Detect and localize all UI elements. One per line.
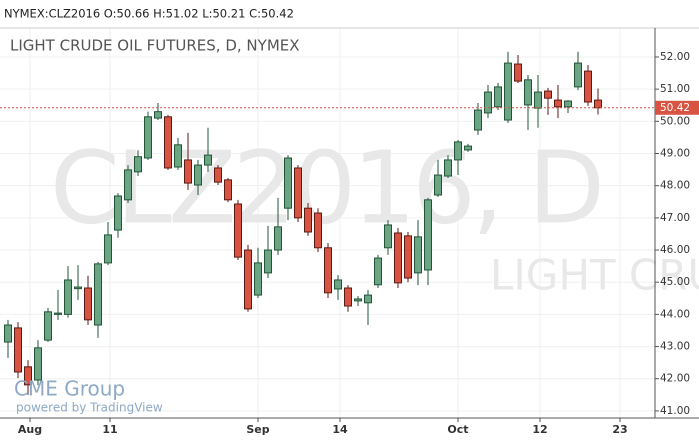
candle-body: [424, 199, 432, 271]
candle-body: [544, 90, 552, 99]
candle-body: [34, 347, 42, 381]
candle-body: [504, 62, 512, 121]
x-tick-label: 11: [102, 423, 117, 436]
candle-body: [414, 236, 422, 274]
y-tick-label: 43.00: [660, 341, 690, 353]
y-tick-label: 46.00: [660, 244, 690, 256]
logo: CME Group: [14, 377, 125, 401]
candle-body: [264, 249, 272, 274]
candle-body: [464, 145, 472, 151]
watermark-sub: LIGHT CRUDE: [490, 251, 699, 300]
y-tick-label: 48.00: [660, 180, 690, 192]
candle-body: [334, 279, 342, 290]
candle-body: [94, 263, 102, 326]
header: NYMEX:CLZ2016 O:50.66 H:51.02 L:50.21 C:…: [4, 7, 294, 21]
y-tick-label: 49.00: [660, 147, 690, 159]
candle-body: [364, 294, 372, 304]
last-price-label: 50.42: [660, 102, 690, 114]
candle-body: [324, 247, 332, 294]
candle-body: [254, 262, 262, 296]
candle-body: [284, 157, 292, 209]
x-tick-label: Sep: [246, 423, 269, 436]
y-tick-label: 51.00: [660, 83, 690, 95]
candle-body: [344, 287, 352, 307]
candle-body: [174, 144, 182, 168]
y-tick-label: 45.00: [660, 276, 690, 288]
candle-body: [244, 249, 252, 310]
candle-body: [104, 234, 112, 264]
candle-body: [154, 111, 162, 119]
powered-by: powered by TradingView: [16, 401, 163, 415]
candle-body: [314, 212, 322, 249]
candle-body: [574, 62, 582, 88]
candle-body: [524, 79, 532, 106]
chart-title: LIGHT CRUDE OIL FUTURES, D, NYMEX: [10, 37, 300, 55]
candle-body: [14, 327, 22, 373]
candle-body: [194, 164, 202, 186]
y-tick-label: 47.00: [660, 212, 690, 224]
y-tick-label: 52.00: [660, 51, 690, 63]
candle-body: [564, 100, 572, 108]
candle-body: [44, 311, 52, 341]
candle-body: [114, 195, 122, 231]
candle-body: [514, 63, 522, 82]
candle-body: [404, 235, 412, 279]
x-tick-label: 14: [332, 423, 348, 436]
candle-body: [394, 232, 402, 284]
x-tick-label: 12: [532, 423, 547, 436]
candle-body: [484, 91, 492, 114]
candle-body: [204, 154, 212, 166]
candle-body: [84, 287, 92, 321]
candle-body: [434, 174, 442, 196]
x-tick-label: 23: [612, 423, 627, 436]
y-tick-label: 42.00: [660, 373, 690, 385]
y-tick-label: 50.00: [660, 115, 690, 127]
candle-body: [164, 116, 172, 169]
candle-body: [584, 70, 592, 103]
candle-body: [474, 109, 482, 131]
candle-body: [214, 167, 222, 183]
candle-body: [24, 366, 32, 386]
header-bar: [0, 0, 699, 28]
candle-body: [74, 286, 82, 290]
candle-body: [304, 207, 312, 233]
last-price-box: [655, 100, 699, 115]
candle-body: [54, 312, 62, 315]
x-tick-label: Oct: [447, 423, 468, 436]
candle-body: [64, 279, 72, 315]
candle-body: [234, 203, 242, 258]
candle-body: [144, 116, 152, 159]
candle-body: [294, 167, 302, 219]
candle-body: [534, 91, 542, 109]
candle-body: [224, 179, 232, 201]
candle-body: [354, 298, 362, 302]
candle-body: [184, 159, 192, 184]
watermark: CLZ2016, D: [50, 129, 605, 246]
candle-body: [134, 156, 142, 173]
candle-body: [444, 159, 452, 177]
candle-body: [124, 169, 132, 201]
y-tick-label: 44.00: [660, 308, 690, 320]
x-tick-label: Aug: [18, 423, 42, 436]
candle-body: [384, 224, 392, 249]
candle-body: [4, 324, 12, 343]
candle-body: [494, 86, 502, 108]
candle-body: [554, 99, 562, 108]
candle-body: [274, 226, 282, 251]
candle-body: [594, 99, 602, 109]
candle-body: [454, 141, 462, 161]
candle-body: [374, 257, 382, 286]
y-tick-label: 41.00: [660, 405, 690, 417]
